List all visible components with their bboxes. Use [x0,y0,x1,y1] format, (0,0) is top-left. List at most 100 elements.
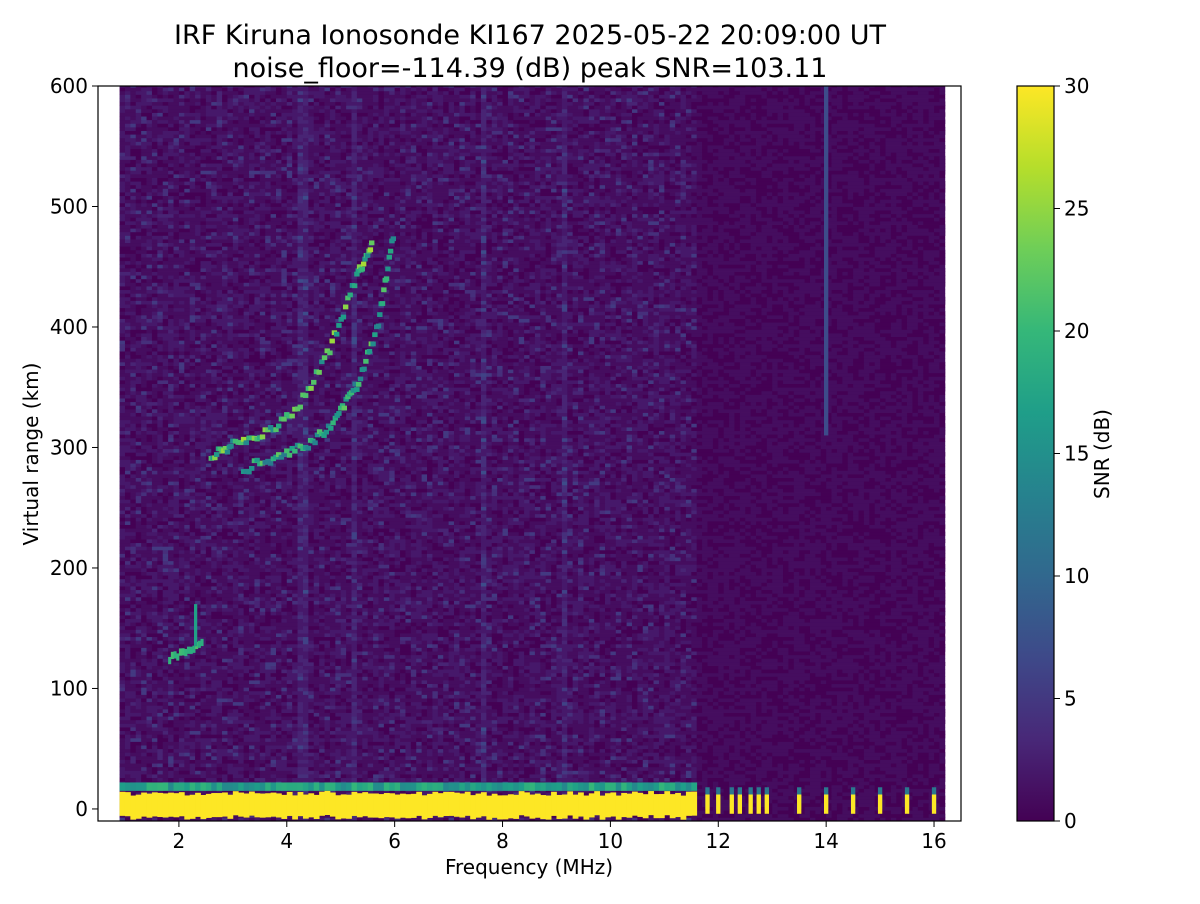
noise-cell [271,666,277,670]
noise-cell [281,687,287,691]
noise-cell [551,662,557,666]
noise-cell [562,763,568,767]
noise-cell [298,658,309,662]
noise-cell [772,763,778,767]
noise-cell [341,774,347,778]
noise-cell [556,774,562,778]
noise-cell [395,770,406,774]
noise-cell [594,694,600,698]
noise-cell [783,687,794,691]
noise-cell [664,752,675,756]
noise-cell [573,694,579,698]
noise-cell [206,745,212,749]
noise-cell [190,760,196,764]
noise-cell [276,680,282,684]
noise-cell [152,752,158,756]
noise-cell [788,647,794,651]
noise-cell [605,673,611,677]
noise-cell [195,662,217,666]
noise-cell [368,749,379,753]
noise-cell [443,774,449,778]
noise-cell [168,770,174,774]
noise-cell [853,687,859,691]
noise-cell [217,662,228,666]
noise-cell [125,745,131,749]
noise-cell [411,713,417,717]
noise-cell [384,713,390,717]
noise-cell [287,763,298,767]
noise-cell [896,705,902,709]
noise-cell [724,673,730,677]
noise-cell [530,745,547,749]
noise-cell [481,774,487,778]
noise-cell [832,788,843,792]
noise-cell [335,749,341,753]
noise-cell [691,741,697,745]
noise-cell [163,709,169,713]
noise-cell [853,749,864,753]
noise-cell [292,669,298,673]
noise-cell [276,738,293,742]
noise-cell [648,687,654,691]
noise-cell [675,709,692,713]
noise-cell [254,752,260,756]
noise-cell [152,720,158,724]
noise-cell [556,644,578,648]
noise-cell [648,727,654,731]
noise-cell [740,651,746,655]
noise-cell [815,760,821,764]
noise-cell [373,734,379,738]
noise-cell [233,756,244,760]
noise-cell [260,647,266,651]
noise-cell [627,709,633,713]
noise-cell [891,705,897,709]
noise-cell [222,684,239,688]
noise-cell [643,741,654,745]
noise-cell [459,767,465,771]
noise-cell [675,651,681,655]
noise-cell [724,767,735,771]
noise-cell [912,687,934,691]
noise-cell [907,666,918,670]
noise-cell [562,673,568,677]
noise-cell [540,691,551,695]
noise-cell [271,702,277,706]
noise-cell [778,785,789,789]
noise-cell [589,655,600,659]
noise-cell [325,709,331,713]
noise-cell [503,684,509,688]
noise-cell [724,738,746,742]
noise-cell [670,702,681,706]
noise-cell [438,713,444,717]
noise-cell [535,676,541,680]
noise-cell [254,644,260,648]
noise-cell [648,778,654,782]
noise-cell [330,731,336,735]
noise-cell [308,669,314,673]
noise-cell [826,763,848,767]
noise-cell [200,705,211,709]
noise-cell [233,741,239,745]
noise-cell [362,655,373,659]
noise-cell [929,658,940,662]
noise-cell [616,694,627,698]
noise-cell [281,731,287,735]
noise-cell [346,640,357,644]
noise-cell [141,647,147,651]
noise-cell [740,691,746,695]
noise-cell [707,720,713,724]
noise-cell [848,702,854,706]
noise-cell [168,738,174,742]
noise-cell [583,673,589,677]
noise-cell [416,727,427,731]
noise-cell [233,640,239,644]
noise-cell [152,684,169,688]
noise-cell [751,673,811,677]
noise-cell [384,745,395,749]
noise-cell [486,760,492,764]
noise-cell [454,698,460,702]
noise-cell [389,760,395,764]
noise-cell [476,752,482,756]
noise-cell [378,698,384,702]
noise-cell [546,770,557,774]
